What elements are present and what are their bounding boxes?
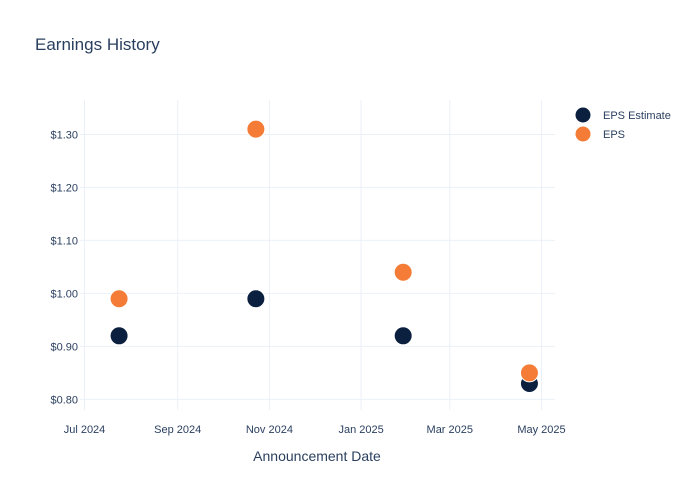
legend-label: EPS Estimate [603,110,671,122]
y-tick-label: $0.90 [50,341,78,353]
axis-ticks: $0.80 $0.90 $1.00 $1.10 $1.20 $1.30 Jul 2024 Se… [50,129,565,436]
x-tick-label: Jan 2025 [338,424,383,436]
legend-marker [574,125,592,143]
grid [80,100,555,410]
x-tick-label: May 2025 [517,424,565,436]
data-point [109,289,129,309]
chart-title: Earnings History [35,35,160,54]
data-points [109,119,539,394]
x-tick-label: Sep 2024 [154,424,201,436]
y-tick-label: $1.10 [50,235,78,247]
data-point [246,289,266,309]
data-point [393,262,413,282]
y-tick-label: $1.20 [50,182,78,194]
y-tick-label: $1.30 [50,129,78,141]
legend[interactable]: EPS Estimate EPS [574,106,671,143]
x-tick-label: Jul 2024 [64,424,106,436]
x-axis-title: Announcement Date [253,448,381,464]
x-tick-label: Nov 2024 [246,424,293,436]
data-point [246,119,266,139]
data-point [393,326,413,346]
data-point [519,363,539,383]
series-eps-estimate [109,289,539,394]
data-point [109,326,129,346]
x-tick-label: Mar 2025 [427,424,473,436]
y-tick-label: $1.00 [50,288,78,300]
legend-marker [574,106,592,124]
legend-label: EPS [603,129,625,141]
series-eps [109,119,539,383]
y-tick-label: $0.80 [50,394,78,406]
